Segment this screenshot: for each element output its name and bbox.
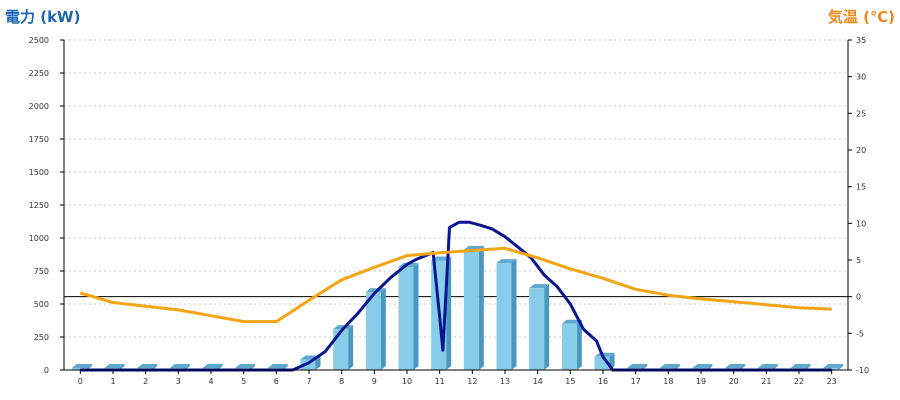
bar-side [413, 263, 419, 370]
bar-top [725, 364, 746, 368]
right-tick-label: 20 [856, 146, 866, 155]
bar-top [627, 364, 648, 368]
right-axis-label: 気温 (℃) [828, 8, 895, 26]
bar [529, 284, 550, 370]
bar-front [71, 368, 87, 370]
x-tick-label: 3 [176, 377, 181, 386]
bar-top [659, 364, 680, 368]
bar-front [463, 249, 479, 370]
x-tick-label: 7 [306, 377, 311, 386]
x-tick-label: 11 [435, 377, 445, 386]
left-tick-label: 500 [34, 300, 49, 309]
x-tick-label: 14 [533, 377, 543, 386]
bar-front [398, 267, 414, 370]
bar-side [544, 284, 550, 370]
x-tick-label: 2 [143, 377, 148, 386]
left-tick-label: 1500 [29, 168, 49, 177]
bar-top [496, 259, 517, 264]
bar-top [692, 364, 713, 368]
x-tick-label: 19 [696, 377, 706, 386]
tick-labels: 02505007501000125015001750200022502500-1… [29, 36, 869, 386]
bar-top [235, 364, 256, 368]
bar [561, 319, 582, 370]
x-tick-label: 20 [729, 377, 739, 386]
left-tick-label: 2250 [29, 69, 49, 78]
bar-front [365, 292, 381, 370]
x-tick-label: 21 [761, 377, 771, 386]
right-tick-label: -5 [856, 329, 864, 338]
bar-top [757, 364, 778, 368]
bar-side [478, 245, 484, 370]
left-tick-label: 2000 [29, 102, 49, 111]
bar-side [576, 319, 582, 370]
bar-side [511, 259, 517, 370]
x-tick-label: 6 [274, 377, 279, 386]
power-series [80, 220, 832, 372]
x-tick-label: 1 [110, 377, 115, 386]
bar-side [838, 364, 844, 370]
right-tick-label: 5 [856, 256, 861, 265]
x-tick-label: 22 [794, 377, 804, 386]
right-tick-label: 0 [856, 293, 861, 302]
right-tick-label: 10 [856, 219, 866, 228]
x-tick-label: 13 [500, 377, 510, 386]
x-tick-label: 16 [598, 377, 608, 386]
bar-front [561, 323, 577, 370]
x-tick-label: 8 [339, 377, 344, 386]
bar-top [104, 364, 125, 368]
bar-front [333, 329, 349, 370]
x-tick-label: 10 [402, 377, 412, 386]
grid-lines [64, 39, 848, 338]
right-tick-label: 15 [856, 183, 866, 192]
left-tick-label: 0 [44, 366, 49, 375]
bar [333, 325, 354, 370]
left-tick-label: 1000 [29, 234, 49, 243]
temperature-series [79, 246, 832, 324]
bar-front [496, 263, 512, 370]
x-tick-label: 5 [241, 377, 246, 386]
bar-top [137, 364, 158, 368]
bar [496, 259, 517, 370]
bar-front [529, 288, 545, 370]
x-tick-label: 23 [827, 377, 837, 386]
left-tick-label: 1250 [29, 201, 49, 210]
left-axis-label: 電力 (kW) [5, 8, 80, 26]
left-tick-label: 2500 [29, 36, 49, 45]
bar [398, 263, 419, 370]
bar-top [71, 364, 92, 368]
right-tick-label: 35 [856, 36, 866, 45]
bar-top [202, 364, 223, 368]
bar-top [823, 364, 844, 368]
bar-side [348, 325, 354, 370]
x-tick-label: 18 [663, 377, 673, 386]
axes [60, 39, 852, 374]
bar-side [380, 288, 386, 370]
bar-top [561, 319, 582, 324]
x-tick-label: 12 [467, 377, 477, 386]
x-tick-label: 9 [372, 377, 377, 386]
right-tick-label: 30 [856, 73, 866, 82]
bar-top [169, 364, 190, 368]
bar-top [267, 364, 288, 368]
x-tick-label: 17 [631, 377, 641, 386]
bar-top [594, 352, 615, 357]
x-tick-label: 0 [78, 377, 83, 386]
right-tick-label: -10 [856, 366, 869, 375]
bar [463, 245, 484, 370]
bar-top [431, 256, 452, 261]
power-line [80, 220, 832, 372]
left-tick-label: 750 [34, 267, 49, 276]
temperature-line [79, 246, 832, 324]
x-tick-label: 4 [208, 377, 213, 386]
x-tick-label: 15 [565, 377, 575, 386]
left-tick-label: 250 [34, 333, 49, 342]
left-tick-label: 1750 [29, 135, 49, 144]
right-tick-label: 25 [856, 109, 866, 118]
power-bars [71, 245, 844, 370]
bar-top [790, 364, 811, 368]
bar-top [529, 284, 550, 289]
